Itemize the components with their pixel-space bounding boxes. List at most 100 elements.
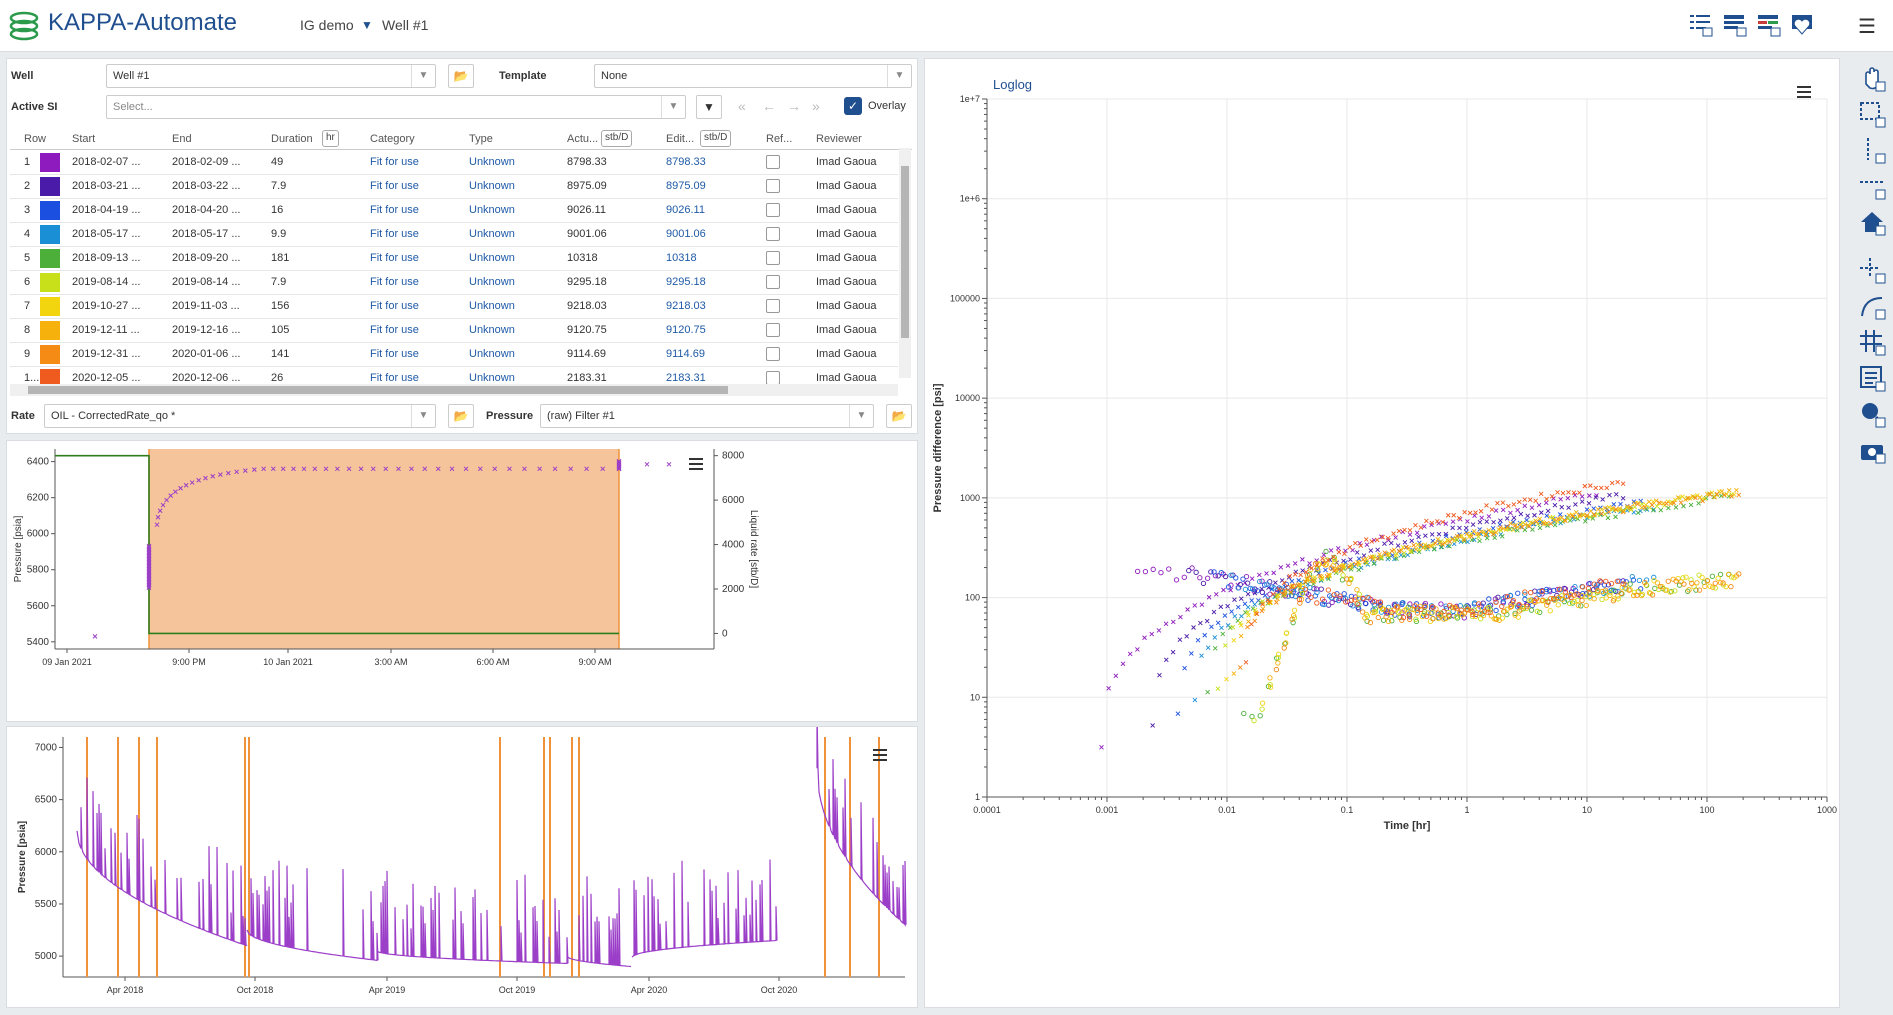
row-color-swatch[interactable] bbox=[40, 273, 60, 292]
actual-unit[interactable]: stb/D bbox=[601, 130, 633, 147]
col-ref[interactable]: Ref... bbox=[766, 133, 793, 145]
folder-open-icon[interactable]: 📂 bbox=[448, 64, 474, 88]
table-row[interactable]: 6 2019-08-14 ... 2019-08-14 ... 7.9 Fit for … bbox=[10, 271, 898, 295]
favorites-icon[interactable] bbox=[1790, 12, 1816, 38]
well-select[interactable]: Well #1 ▼ bbox=[106, 64, 436, 88]
table-horizontal-scrollbar[interactable] bbox=[10, 384, 898, 396]
legend-icon[interactable] bbox=[1858, 364, 1886, 392]
reference-checkbox[interactable] bbox=[766, 179, 780, 193]
horizontal-zoom-icon[interactable] bbox=[1858, 172, 1886, 200]
table-vertical-scrollbar[interactable] bbox=[899, 148, 911, 378]
last-page-icon[interactable]: » bbox=[812, 98, 820, 114]
reference-checkbox[interactable] bbox=[766, 203, 780, 217]
pressure-point bbox=[210, 473, 216, 479]
chart-menu-icon[interactable] bbox=[873, 749, 887, 761]
col-end[interactable]: End bbox=[172, 133, 192, 145]
col-reviewer[interactable]: Reviewer bbox=[816, 133, 862, 145]
grid-toggle-icon[interactable] bbox=[1858, 328, 1886, 356]
col-edited[interactable]: Edit... bbox=[666, 133, 695, 145]
table-row[interactable]: 4 2018-05-17 ... 2018-05-17 ... 9.9 Fit for … bbox=[10, 223, 898, 247]
table-row[interactable]: 3 2018-04-19 ... 2018-04-20 ... 16 Fit for u… bbox=[10, 199, 898, 223]
edited-unit[interactable]: stb/D bbox=[700, 130, 732, 147]
reference-checkbox[interactable] bbox=[766, 371, 780, 384]
row-color-swatch[interactable] bbox=[40, 177, 60, 196]
grid-view-icon[interactable] bbox=[1722, 12, 1748, 38]
folder-open-icon[interactable]: 📂 bbox=[448, 404, 474, 428]
table-row[interactable]: 5 2018-09-13 ... 2018-09-20 ... 181 Fit for … bbox=[10, 247, 898, 271]
pressure-point bbox=[1274, 600, 1279, 605]
derivative-point bbox=[1487, 609, 1493, 615]
col-type[interactable]: Type bbox=[469, 133, 493, 145]
chart-menu-icon[interactable] bbox=[1797, 86, 1811, 98]
chart-title: Loglog bbox=[993, 77, 1032, 92]
reference-checkbox[interactable] bbox=[766, 299, 780, 313]
row-color-swatch[interactable] bbox=[40, 369, 60, 384]
row-color-swatch[interactable] bbox=[40, 345, 60, 364]
reference-checkbox[interactable] bbox=[766, 227, 780, 241]
pressure-select[interactable]: (raw) Filter #1 ▼ bbox=[540, 404, 874, 428]
search-settings-icon[interactable] bbox=[1858, 400, 1886, 428]
reference-checkbox[interactable] bbox=[766, 347, 780, 361]
overlay-checkbox[interactable]: ✓ bbox=[844, 97, 862, 115]
template-select[interactable]: None ▼ bbox=[594, 64, 912, 88]
pressure-history-chart[interactable]: 5000 5500 6000 6500 7000 Apr 2018 Oct 2018 Apr … bbox=[7, 710, 917, 1007]
filter-icon[interactable]: ▼ bbox=[696, 95, 722, 119]
table-row[interactable]: 1... 2020-12-05 ... 2020-12-06 ... 26 Fit fo… bbox=[10, 367, 898, 384]
row-color-swatch[interactable] bbox=[40, 321, 60, 340]
row-color-swatch[interactable] bbox=[40, 201, 60, 220]
pressure-point bbox=[1587, 493, 1592, 498]
row-color-swatch[interactable] bbox=[40, 297, 60, 316]
col-duration[interactable]: Duration bbox=[271, 133, 313, 145]
previous-icon[interactable]: ← bbox=[762, 98, 776, 114]
table-row[interactable]: 9 2019-12-31 ... 2020-01-06 ... 141 Fit for … bbox=[10, 343, 898, 367]
chevron-down-icon[interactable]: ▼ bbox=[361, 18, 373, 32]
pressure-point bbox=[1435, 537, 1441, 542]
breadcrumb-well[interactable]: Well #1 bbox=[382, 17, 429, 33]
derivative-point bbox=[1409, 606, 1415, 612]
derivative-point bbox=[1292, 593, 1299, 600]
row-color-swatch[interactable] bbox=[40, 249, 60, 268]
reference-checkbox[interactable] bbox=[766, 155, 780, 169]
table-row[interactable]: 7 2019-10-27 ... 2019-11-03 ... 156 Fit for … bbox=[10, 295, 898, 319]
box-zoom-icon[interactable] bbox=[1858, 100, 1886, 128]
table-row[interactable]: 2 2018-03-21 ... 2018-03-22 ... 7.9 Fit for … bbox=[10, 175, 898, 199]
pressure-point bbox=[1243, 660, 1249, 665]
shutin-detail-chart[interactable]: 5400 5600 5800 6000 6200 6400 0 2000 4000 6000 800… bbox=[7, 441, 917, 721]
row-color-swatch[interactable] bbox=[40, 153, 60, 172]
col-category[interactable]: Category bbox=[370, 133, 415, 145]
table-row[interactable]: 1 2018-02-07 ... 2018-02-09 ... 49 Fit for u… bbox=[10, 151, 898, 175]
status-grid-icon[interactable] bbox=[1756, 12, 1782, 38]
pressure-point bbox=[358, 466, 364, 472]
cell-actual: 9001.06 bbox=[567, 228, 607, 240]
row-color-swatch[interactable] bbox=[40, 225, 60, 244]
breadcrumb-project[interactable]: IG demo bbox=[300, 17, 354, 33]
curve-fit-icon[interactable] bbox=[1858, 292, 1886, 320]
reference-checkbox[interactable] bbox=[766, 323, 780, 337]
home-reset-icon[interactable] bbox=[1858, 208, 1886, 236]
pan-hand-icon[interactable] bbox=[1858, 64, 1886, 92]
crosshair-icon[interactable] bbox=[1858, 256, 1886, 284]
pressure-point bbox=[323, 466, 329, 472]
reference-checkbox[interactable] bbox=[766, 275, 780, 289]
app-header: KAPPA-Automate IG demo ▼ Well #1 ☰ bbox=[0, 0, 1893, 52]
first-page-icon[interactable]: « bbox=[738, 98, 746, 114]
list-view-icon[interactable] bbox=[1688, 12, 1714, 38]
pressure-point bbox=[435, 466, 441, 472]
hamburger-menu-icon[interactable]: ☰ bbox=[1858, 16, 1876, 38]
rate-select[interactable]: OIL - CorrectedRate_qo * ▼ bbox=[44, 404, 436, 428]
duration-unit[interactable]: hr bbox=[322, 130, 339, 147]
active-si-select[interactable]: Select... ▼ bbox=[106, 95, 686, 119]
reference-checkbox[interactable] bbox=[766, 251, 780, 265]
chart-menu-icon[interactable] bbox=[689, 458, 703, 470]
loglog-chart[interactable]: Loglog 0.0001 0.001 0.01 0.1 1 10 100 1000 1 10 100… bbox=[925, 59, 1839, 1007]
screenshot-icon[interactable] bbox=[1858, 436, 1886, 464]
folder-open-icon[interactable]: 📂 bbox=[886, 404, 912, 428]
table-row[interactable]: 8 2019-12-11 ... 2019-12-16 ... 105 Fit for … bbox=[10, 319, 898, 343]
next-icon[interactable]: → bbox=[787, 98, 801, 114]
pressure-point bbox=[1323, 567, 1328, 573]
col-start[interactable]: Start bbox=[72, 133, 96, 145]
vertical-zoom-icon[interactable] bbox=[1858, 136, 1886, 164]
col-row[interactable]: Row bbox=[24, 133, 47, 145]
derivative-point bbox=[1290, 620, 1296, 626]
col-actual[interactable]: Actu... bbox=[567, 133, 599, 145]
